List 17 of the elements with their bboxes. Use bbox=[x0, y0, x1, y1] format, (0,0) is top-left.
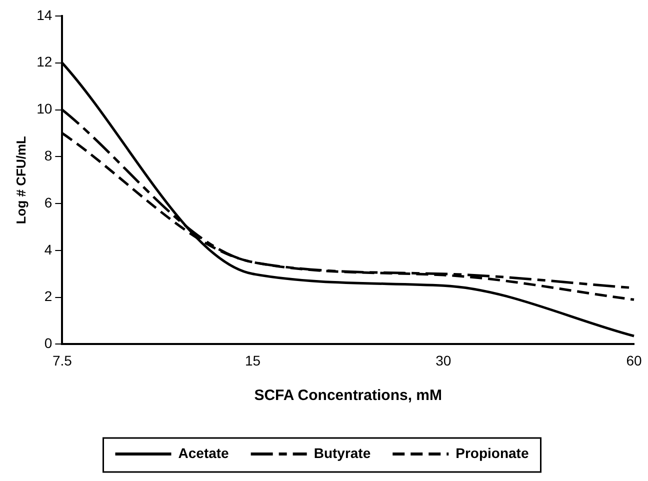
y-tick-label: 0 bbox=[44, 335, 52, 352]
legend-label: Propionate bbox=[456, 444, 529, 461]
y-tick-label: 6 bbox=[44, 194, 52, 210]
x-tick-label: 15 bbox=[244, 352, 261, 368]
y-tick-label: 2 bbox=[44, 288, 52, 304]
x-tick-label: 7.5 bbox=[52, 352, 72, 368]
y-tick-label: 14 bbox=[36, 6, 52, 23]
y-tick-label: 8 bbox=[44, 148, 52, 164]
y-axis-title: Log # CFU/mL bbox=[13, 136, 28, 224]
y-tick-label: 10 bbox=[36, 100, 52, 117]
x-tick-label: 30 bbox=[436, 352, 452, 368]
x-axis-title: SCFA Concentrations, mM bbox=[254, 387, 442, 404]
y-tick-label: 12 bbox=[36, 54, 52, 70]
y-tick-label: 4 bbox=[44, 241, 52, 258]
legend-label: Acetate bbox=[178, 444, 230, 461]
legend-label: Butyrate bbox=[314, 444, 371, 461]
x-tick-label: 60 bbox=[626, 352, 642, 368]
